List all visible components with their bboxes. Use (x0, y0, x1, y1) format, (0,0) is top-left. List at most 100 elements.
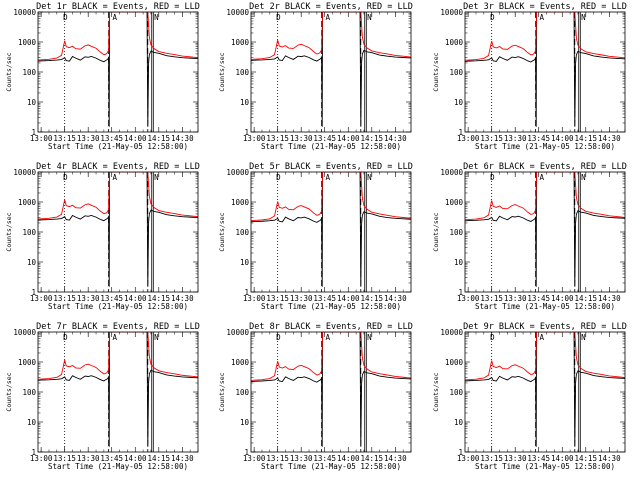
panel-frame (37, 171, 199, 293)
series-events-line (251, 332, 411, 447)
x-tick-label: 13:45 (527, 454, 550, 463)
attenuator-annotation: A (113, 333, 118, 342)
x-tick-label: 14:15 (147, 134, 170, 143)
attenuator-annotation: N (367, 173, 372, 182)
x-tick-label: 14:00 (337, 454, 360, 463)
x-tick-label: 13:00 (457, 454, 480, 463)
y-axis-label: Counts/sec (218, 372, 226, 411)
attenuator-annotation: A (540, 173, 545, 182)
x-axis-label: Start Time (21-May-05 12:58:00) (48, 462, 188, 471)
y-tick-label: 1000 (231, 38, 250, 47)
x-tick-label: 13:45 (313, 294, 336, 303)
panel-frame (37, 11, 199, 133)
series-lld-line (465, 332, 625, 381)
attenuator-annotation: A (540, 333, 545, 342)
x-tick-label: 13:15 (53, 294, 76, 303)
attenuator-annotation: D (276, 333, 281, 342)
x-tick-label: 13:15 (53, 134, 76, 143)
x-axis-label: Start Time (21-May-05 12:58:00) (475, 462, 615, 471)
y-tick-label: 1000 (231, 198, 250, 207)
panel-title: Det 6r BLACK = Events, RED = LLD (463, 162, 627, 172)
attenuator-annotation: N (154, 13, 159, 22)
y-tick-label: 1 (31, 288, 36, 297)
y-tick-label: 100 (235, 388, 249, 397)
y-tick-label: 1 (458, 128, 463, 137)
y-tick-label: 100 (449, 388, 463, 397)
y-tick-label: 10 (454, 258, 464, 267)
y-tick-label: 1000 (18, 358, 37, 367)
plot-area (251, 12, 411, 132)
panel-det-3: Det 3r BLACK = Events, RED = LLD Counts/s… (432, 2, 627, 151)
y-tick-label: 10 (240, 98, 250, 107)
panel-frame (250, 331, 412, 453)
panel-det-1: Det 1r BLACK = Events, RED = LLD Counts/s… (5, 2, 200, 151)
x-tick-label: 13:45 (527, 134, 550, 143)
x-tick-label: 14:15 (360, 454, 383, 463)
y-axis-label: Counts/sec (5, 212, 13, 251)
attenuator-annotation: D (63, 173, 68, 182)
y-tick-label: 100 (22, 388, 36, 397)
y-tick-label: 1 (31, 128, 36, 137)
x-tick-label: 13:45 (313, 134, 336, 143)
x-tick-label: 13:15 (480, 454, 503, 463)
x-tick-label: 14:30 (171, 454, 194, 463)
attenuator-annotation: A (326, 333, 331, 342)
x-tick-label: 13:45 (527, 294, 550, 303)
plot-area (38, 12, 198, 132)
y-tick-label: 10000 (226, 8, 249, 17)
y-tick-label: 1000 (445, 38, 464, 47)
panel-title: Det 3r BLACK = Events, RED = LLD (463, 2, 627, 12)
series-events-line (251, 12, 411, 127)
x-tick-label: 13:00 (457, 294, 480, 303)
series-lld-line (38, 332, 198, 380)
attenuator-annotation: D (490, 173, 495, 182)
y-axis-label: Counts/sec (5, 372, 13, 411)
x-tick-label: 14:00 (551, 134, 574, 143)
x-tick-label: 14:00 (551, 454, 574, 463)
x-tick-label: 13:30 (77, 454, 100, 463)
panel-title: Det 8r BLACK = Events, RED = LLD (249, 322, 413, 332)
y-tick-label: 10 (454, 98, 464, 107)
series-events-line (38, 332, 198, 447)
y-tick-label: 100 (22, 68, 36, 77)
x-tick-label: 14:30 (171, 294, 194, 303)
y-tick-label: 100 (235, 68, 249, 77)
x-tick-label: 14:15 (360, 294, 383, 303)
x-tick-label: 13:00 (243, 294, 266, 303)
series-lld-line (38, 172, 198, 220)
y-tick-label: 100 (235, 228, 249, 237)
x-tick-label: 14:15 (147, 454, 170, 463)
x-tick-label: 13:45 (100, 294, 123, 303)
attenuator-annotation: A (326, 13, 331, 22)
y-tick-label: 1000 (445, 198, 464, 207)
plot-area (251, 172, 411, 292)
x-tick-label: 14:15 (574, 454, 597, 463)
y-tick-label: 100 (449, 228, 463, 237)
y-tick-label: 10 (27, 418, 37, 427)
attenuator-annotation: D (276, 173, 281, 182)
y-tick-label: 100 (22, 228, 36, 237)
panel-title: Det 9r BLACK = Events, RED = LLD (463, 322, 627, 332)
y-tick-label: 1000 (18, 38, 37, 47)
x-tick-label: 13:30 (504, 454, 527, 463)
y-tick-label: 10000 (13, 328, 36, 337)
series-events-line (38, 172, 198, 287)
panel-det-8: Det 8r BLACK = Events, RED = LLD Counts/s… (218, 322, 413, 471)
x-tick-label: 14:00 (337, 294, 360, 303)
x-axis-label: Start Time (21-May-05 12:58:00) (48, 142, 188, 151)
x-tick-label: 13:15 (266, 294, 289, 303)
series-lld-line (465, 12, 625, 61)
y-tick-label: 10000 (440, 328, 463, 337)
attenuator-annotation: N (581, 13, 586, 22)
x-tick-label: 14:15 (574, 294, 597, 303)
series-lld-line (465, 172, 625, 221)
plot-area (38, 172, 198, 292)
y-tick-label: 10000 (226, 168, 249, 177)
x-tick-label: 14:30 (171, 134, 194, 143)
series-events-line (465, 332, 625, 447)
attenuator-annotation: N (581, 333, 586, 342)
x-tick-label: 14:00 (551, 294, 574, 303)
panel-title: Det 2r BLACK = Events, RED = LLD (249, 2, 413, 12)
attenuator-annotation: A (113, 13, 118, 22)
panel-frame (464, 11, 626, 133)
